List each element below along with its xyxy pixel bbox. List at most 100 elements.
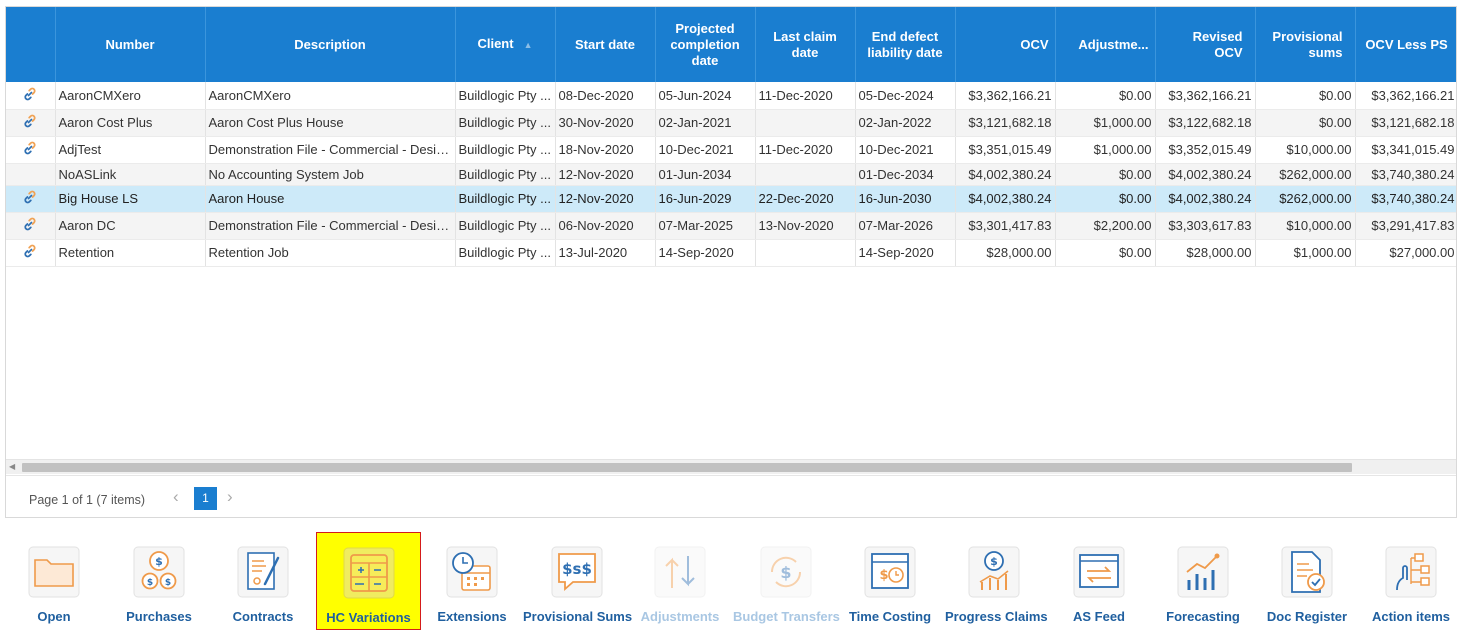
cell-end-defect: 05-Dec-2024 — [855, 82, 956, 110]
cell-description: Demonstration File - Commercial - Desig.… — [205, 212, 456, 240]
cell-start: 18-Nov-2020 — [555, 136, 656, 164]
column-header-projected-completion[interactable]: Projected completion date — [655, 7, 756, 82]
cell-ocv-less-ps: $3,121,682.18 — [1355, 109, 1456, 137]
link-icon[interactable] — [22, 217, 38, 235]
link-cell[interactable] — [6, 136, 56, 164]
cell-last-claim: 11-Dec-2020 — [755, 82, 856, 110]
dollar-cycle-icon: $ — [758, 544, 814, 600]
cell-ocv-less-ps: $3,740,380.24 — [1355, 185, 1456, 213]
cell-ocv-less-ps: $3,362,166.21 — [1355, 82, 1456, 110]
toolbar-button-hc-variations[interactable]: HC Variations — [316, 532, 421, 630]
link-icon[interactable] — [22, 244, 38, 262]
cell-client: Buildlogic Pty ... — [455, 239, 556, 267]
pager: Page 1 of 1 (7 items) ‹ 1 › — [6, 475, 1456, 517]
cell-projected: 02-Jan-2021 — [655, 109, 756, 137]
toolbar-button-extensions[interactable]: Extensions — [423, 532, 521, 630]
link-icon[interactable] — [22, 114, 38, 132]
link-cell[interactable] — [6, 239, 56, 267]
toolbar-button-label: Progress Claims — [945, 609, 1048, 624]
cell-start: 08-Dec-2020 — [555, 82, 656, 110]
cell-number: Aaron DC — [55, 212, 206, 240]
svg-text:$: $ — [879, 568, 888, 583]
cell-description: Aaron Cost Plus House — [205, 109, 456, 137]
link-cell[interactable] — [6, 82, 56, 110]
toolbar-button-forecasting[interactable]: Forecasting — [1154, 532, 1252, 630]
column-header-provisional-sums[interactable]: Provisional sums — [1255, 7, 1356, 82]
cell-revised-ocv: $4,002,380.24 — [1155, 185, 1256, 213]
cell-description: AaronCMXero — [205, 82, 456, 110]
toolbar-button-label: Provisional Sums — [523, 609, 633, 624]
cell-last-claim — [755, 239, 856, 267]
link-icon[interactable] — [22, 87, 38, 105]
table-row[interactable]: Retention Retention Job Buildlogic Pty ...… — [6, 239, 1456, 267]
toolbar-button-label: Budget Transfers — [733, 609, 840, 624]
toolbar-button-action-items[interactable]: Action items — [1362, 532, 1457, 630]
table-row[interactable]: AaronCMXero AaronCMXero Buildlogic Pty ...… — [6, 82, 1456, 110]
scroll-left-icon[interactable]: ◀ — [9, 462, 16, 471]
svg-text:$: $ — [780, 563, 791, 582]
column-header-end-defect[interactable]: End defect liability date — [855, 7, 956, 82]
column-header-client[interactable]: Client ▲ — [455, 7, 556, 82]
link-icon[interactable] — [22, 190, 38, 208]
page-button-1[interactable]: 1 — [194, 487, 217, 510]
column-header-description[interactable]: Description — [205, 7, 456, 82]
link-cell[interactable] — [6, 185, 56, 213]
cell-provisional: $262,000.00 — [1255, 185, 1356, 213]
link-cell[interactable] — [6, 163, 56, 186]
cell-revised-ocv: $3,352,015.49 — [1155, 136, 1256, 164]
cell-revised-ocv: $3,122,682.18 — [1155, 109, 1256, 137]
progress-claims-icon: $ — [966, 544, 1022, 600]
column-header-ocv-less-ps[interactable]: OCV Less PS — [1355, 7, 1456, 82]
cell-adjustments: $1,000.00 — [1055, 136, 1156, 164]
cell-start: 06-Nov-2020 — [555, 212, 656, 240]
cell-start: 30-Nov-2020 — [555, 109, 656, 137]
column-header-last-claim[interactable]: Last claim date — [755, 7, 856, 82]
link-cell[interactable] — [6, 212, 56, 240]
link-icon[interactable] — [22, 141, 38, 159]
toolbar-button-label: Contracts — [232, 609, 294, 624]
toolbar-button-progress-claims[interactable]: $ Progress Claims — [945, 532, 1048, 630]
cell-ocv-less-ps: $3,341,015.49 — [1355, 136, 1456, 164]
scrollbar-thumb[interactable] — [22, 463, 1352, 472]
cell-end-defect: 07-Mar-2026 — [855, 212, 956, 240]
toolbar-button-time-costing[interactable]: $ Time Costing — [841, 532, 939, 630]
cell-end-defect: 16-Jun-2030 — [855, 185, 956, 213]
toolbar-button-provisional-sums[interactable]: $s$ Provisional Sums — [523, 532, 633, 630]
toolbar-button-as-feed[interactable]: AS Feed — [1050, 532, 1148, 630]
column-header-number[interactable]: Number — [55, 7, 206, 82]
cell-projected: 05-Jun-2024 — [655, 82, 756, 110]
cell-ocv: $3,301,417.83 — [955, 212, 1056, 240]
cell-client: Buildlogic Pty ... — [455, 163, 556, 186]
table-row[interactable]: Big House LS Aaron House Buildlogic Pty ..… — [6, 185, 1456, 213]
table-row[interactable]: Aaron Cost Plus Aaron Cost Plus House Buil… — [6, 109, 1456, 137]
table-row[interactable]: AdjTest Demonstration File - Commercial -… — [6, 136, 1456, 164]
table-row[interactable]: NoASLink No Accounting System Job Buildlog… — [6, 163, 1456, 186]
cell-number: NoASLink — [55, 163, 206, 186]
toolbar-button-label: HC Variations — [326, 610, 411, 625]
horizontal-scrollbar[interactable]: ◀ — [6, 459, 1456, 474]
toolbar-button-label: Adjustments — [640, 609, 720, 624]
contract-icon — [235, 544, 291, 600]
cell-provisional: $0.00 — [1255, 109, 1356, 137]
column-header-start-date[interactable]: Start date — [555, 7, 656, 82]
table-row[interactable]: Aaron DC Demonstration File - Commercial … — [6, 212, 1456, 240]
cell-end-defect: 10-Dec-2021 — [855, 136, 956, 164]
cell-number: AaronCMXero — [55, 82, 206, 110]
link-cell[interactable] — [6, 109, 56, 137]
folder-icon — [26, 544, 82, 600]
cell-adjustments: $1,000.00 — [1055, 109, 1156, 137]
cell-client: Buildlogic Pty ... — [455, 136, 556, 164]
cell-adjustments: $0.00 — [1055, 82, 1156, 110]
column-header-client-label: Client — [477, 36, 514, 51]
prev-page-icon[interactable]: ‹ — [173, 487, 179, 506]
cell-provisional: $10,000.00 — [1255, 136, 1356, 164]
toolbar-button-open[interactable]: Open — [5, 532, 103, 630]
column-header-link[interactable] — [6, 7, 56, 82]
column-header-ocv[interactable]: OCV — [955, 7, 1056, 82]
column-header-adjustments[interactable]: Adjustme... — [1055, 7, 1156, 82]
column-header-revised-ocv[interactable]: Revised OCV — [1155, 7, 1256, 82]
toolbar-button-doc-register[interactable]: Doc Register — [1258, 532, 1356, 630]
next-page-icon[interactable]: › — [227, 487, 233, 506]
toolbar-button-purchases[interactable]: $ $ $ Purchases — [110, 532, 208, 630]
toolbar-button-contracts[interactable]: Contracts — [214, 532, 312, 630]
